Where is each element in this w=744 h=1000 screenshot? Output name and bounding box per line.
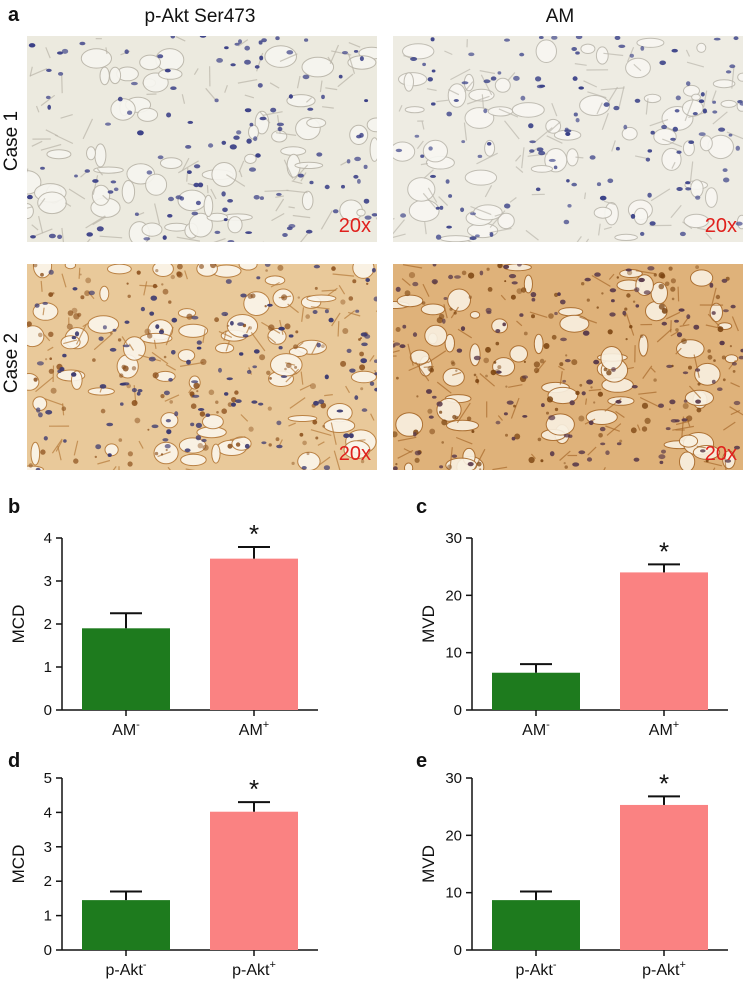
y-tick-label: 4 bbox=[44, 804, 52, 821]
micrograph-case2-am-image bbox=[393, 264, 743, 470]
bar bbox=[210, 558, 298, 710]
x-tick-label: p-Akt- bbox=[105, 959, 146, 979]
y-axis-label: MCD bbox=[9, 845, 28, 884]
y-axis-label: MCD bbox=[9, 605, 28, 644]
y-tick-label: 4 bbox=[44, 530, 52, 547]
magnification-label: 20x bbox=[704, 443, 737, 465]
panel-e-letter: e bbox=[416, 750, 428, 772]
y-tick-label: 3 bbox=[44, 839, 52, 856]
panel-a-letter: a bbox=[8, 4, 20, 26]
y-tick-label: 2 bbox=[44, 616, 52, 633]
magnification-label: 20x bbox=[704, 215, 737, 237]
bar bbox=[620, 804, 708, 950]
y-tick-label: 5 bbox=[44, 770, 52, 787]
y-tick-label: 1 bbox=[44, 659, 52, 676]
row-title-case-2: Case 2 bbox=[1, 332, 22, 394]
column-title-am: AM bbox=[545, 6, 575, 27]
x-tick-label: AM- bbox=[522, 719, 550, 739]
x-tick-label: p-Akt+ bbox=[232, 959, 276, 979]
bar bbox=[210, 811, 298, 950]
y-axis-label: MVD bbox=[419, 605, 438, 643]
bar bbox=[620, 572, 708, 710]
x-tick-label: AM+ bbox=[649, 719, 679, 739]
micrograph-case2-pakt-image bbox=[27, 264, 377, 470]
bar-chart-e: 0 10 20 30 MVD p-Akt-p-Akt+ * bbox=[419, 768, 728, 979]
column-title-pakt: p-Akt Ser473 bbox=[144, 6, 256, 27]
bar bbox=[82, 900, 170, 950]
y-tick-label: 3 bbox=[44, 573, 52, 590]
significance-marker: * bbox=[249, 774, 259, 804]
y-tick-label: 10 bbox=[445, 645, 462, 662]
y-tick-label: 30 bbox=[445, 530, 462, 547]
micrograph-case2-am: 20x bbox=[393, 264, 743, 470]
micrograph-case1-pakt: 20x bbox=[27, 36, 377, 242]
y-axis-label: MVD bbox=[419, 845, 438, 883]
y-tick-label: 2 bbox=[44, 873, 52, 890]
row-title-case-1: Case 1 bbox=[1, 110, 22, 172]
x-tick-label: AM+ bbox=[239, 719, 269, 739]
micrograph-case2-pakt: 20x bbox=[27, 264, 377, 470]
bar bbox=[492, 900, 580, 950]
x-tick-label: p-Akt- bbox=[515, 959, 556, 979]
y-tick-label: 0 bbox=[44, 702, 52, 719]
significance-marker: * bbox=[659, 768, 669, 798]
bar-chart-d: 0 1 2 3 4 5 MCD p-Akt-p-Akt+ * bbox=[9, 770, 318, 979]
panel-d-letter: d bbox=[8, 750, 21, 772]
significance-marker: * bbox=[659, 536, 669, 566]
y-tick-label: 20 bbox=[445, 827, 462, 844]
significance-marker: * bbox=[249, 519, 259, 549]
y-tick-label: 0 bbox=[454, 702, 462, 719]
micrograph-case1-am-image bbox=[393, 36, 743, 242]
micrograph-case1-am: 20x bbox=[393, 36, 743, 242]
bar bbox=[492, 672, 580, 710]
panel-c-letter: c bbox=[416, 496, 428, 518]
magnification-label: 20x bbox=[338, 215, 371, 237]
y-tick-label: 0 bbox=[44, 942, 52, 959]
panel-b-letter: b bbox=[8, 496, 21, 518]
magnification-label: 20x bbox=[338, 443, 371, 465]
x-tick-label: p-Akt+ bbox=[642, 959, 686, 979]
y-tick-label: 0 bbox=[454, 942, 462, 959]
y-tick-label: 10 bbox=[445, 885, 462, 902]
micrograph-case1-pakt-image bbox=[27, 36, 377, 242]
bar-chart-b: 0 1 2 3 4 MCD AM- AM+ * bbox=[9, 519, 318, 739]
x-tick-label: AM- bbox=[112, 719, 140, 739]
y-tick-label: 20 bbox=[445, 587, 462, 604]
y-tick-label: 1 bbox=[44, 908, 52, 925]
y-tick-label: 30 bbox=[445, 770, 462, 787]
bar-chart-c: 0 10 20 30 MVD AM- AM+ * bbox=[419, 530, 728, 739]
bar bbox=[82, 628, 170, 710]
